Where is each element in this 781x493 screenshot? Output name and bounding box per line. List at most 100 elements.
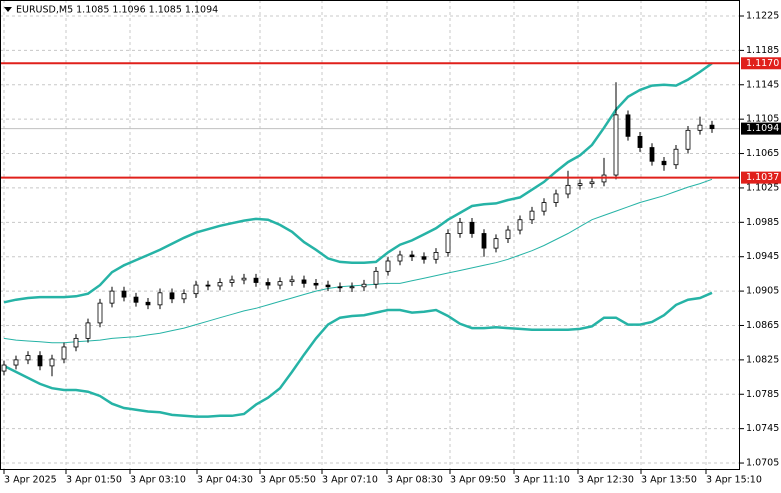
candle-body: [109, 290, 115, 304]
candle-body: [505, 229, 511, 240]
menu-arrow[interactable]: [4, 7, 12, 12]
level-label-box: [741, 57, 781, 70]
candle-body: [637, 135, 643, 148]
indicator-line: [3, 62, 713, 304]
y-tick-label: 1.0705: [746, 458, 779, 469]
y-tick-label: 1.0905: [746, 286, 779, 297]
candle-body: [565, 184, 571, 195]
x-tick-label: 3 Apr 15:10: [706, 475, 762, 486]
candle-body: [1, 364, 7, 372]
candle-body: [661, 160, 667, 166]
x-tick-label: 3 Apr 01:50: [66, 475, 122, 486]
level-label: 1.1170: [746, 58, 779, 69]
candle-body: [181, 293, 187, 300]
candle-body: [73, 337, 79, 348]
candle-body: [337, 286, 343, 289]
x-tick-label: 3 Apr 2025: [4, 475, 57, 486]
candle-body: [493, 238, 499, 249]
candle-body: [421, 256, 427, 260]
candle-body: [265, 282, 271, 286]
candle-body: [397, 254, 403, 262]
candle-body: [289, 279, 295, 283]
candle-body: [529, 210, 535, 221]
y-tick-label: 1.1225: [746, 10, 779, 21]
candle-body: [709, 124, 715, 130]
candle-body: [385, 260, 391, 272]
x-tick-label: 3 Apr 12:30: [578, 475, 634, 486]
x-tick-label: 3 Apr 09:50: [450, 475, 506, 486]
candle-body: [577, 183, 583, 186]
candle-body: [457, 221, 463, 234]
candle-body: [613, 114, 619, 176]
y-tick-label: 1.0985: [746, 217, 779, 228]
indicator-line: [3, 178, 713, 344]
chart-title: EURUSD,M5 1.1085 1.1096 1.1085 1.1094: [16, 5, 218, 16]
candle-body: [241, 277, 247, 281]
level-label: 1.1037: [746, 172, 779, 183]
y-tick-label: 1.0865: [746, 320, 779, 331]
x-tick-label: 3 Apr 13:50: [641, 475, 697, 486]
candle-body: [121, 290, 127, 298]
axes: 1.1225 1.1185 1.1145 1.1105 1.1065 1.1025 1.09…: [3, 10, 781, 486]
x-tick-label: 3 Apr 07:10: [322, 475, 378, 486]
candle-body: [481, 233, 487, 249]
candle-body: [673, 148, 679, 166]
candle-body: [697, 124, 703, 131]
candle-body: [541, 202, 547, 212]
price-label-box: [741, 122, 781, 135]
candle-body: [277, 281, 283, 286]
candle-body: [37, 355, 43, 367]
y-tick-label: 1.0785: [746, 389, 779, 400]
price-label: 1.1094: [746, 123, 779, 134]
grid: [0, 0, 740, 470]
y-tick-label: 1.1105: [746, 114, 779, 125]
candle-body: [253, 277, 259, 283]
y-tick-label: 1.1145: [746, 79, 779, 90]
candle-body: [445, 233, 451, 253]
candle-body: [229, 279, 235, 283]
candle-body: [169, 292, 175, 300]
candle-body: [61, 346, 67, 360]
x-tick-label: 3 Apr 04:30: [197, 475, 253, 486]
candle-body: [133, 296, 139, 303]
candle-body: [685, 129, 691, 150]
indicator-line: [3, 291, 713, 418]
candle-body: [361, 283, 367, 288]
candle-body: [49, 358, 55, 367]
y-tick-label: 1.1065: [746, 148, 779, 159]
y-tick-label: 1.0825: [746, 354, 779, 365]
candle-body: [517, 219, 523, 231]
candle-body: [85, 322, 91, 339]
candle-body: [217, 282, 223, 287]
candle-body: [313, 282, 319, 286]
candle-body: [25, 355, 31, 361]
plot: [0, 62, 740, 418]
candle-body: [157, 292, 163, 306]
candle-body: [97, 302, 103, 324]
level-label-box: [741, 171, 781, 184]
y-tick-label: 1.1025: [746, 182, 779, 193]
candle-body: [589, 181, 595, 185]
candle-body: [205, 284, 211, 287]
candle-body: [649, 147, 655, 162]
candle-body: [193, 284, 199, 295]
candle-body: [13, 359, 19, 366]
plot-frame: [0, 0, 740, 470]
candle-body: [469, 221, 475, 234]
candle-body: [349, 286, 355, 289]
x-tick-label: 3 Apr 08:30: [387, 475, 443, 486]
candle-body: [325, 284, 331, 288]
candle-body: [625, 114, 631, 137]
x-tick-label: 3 Apr 03:10: [130, 475, 186, 486]
x-tick-label: 3 Apr 11:10: [514, 475, 570, 486]
y-tick-label: 1.0945: [746, 251, 779, 262]
x-tick-label: 3 Apr 05:50: [260, 475, 316, 486]
candle-body: [433, 252, 439, 260]
y-tick-label: 1.1185: [746, 45, 779, 56]
candle-body: [553, 193, 559, 203]
y-tick-label: 1.0745: [746, 423, 779, 434]
candle-body: [409, 254, 415, 258]
candle-body: [301, 279, 307, 284]
